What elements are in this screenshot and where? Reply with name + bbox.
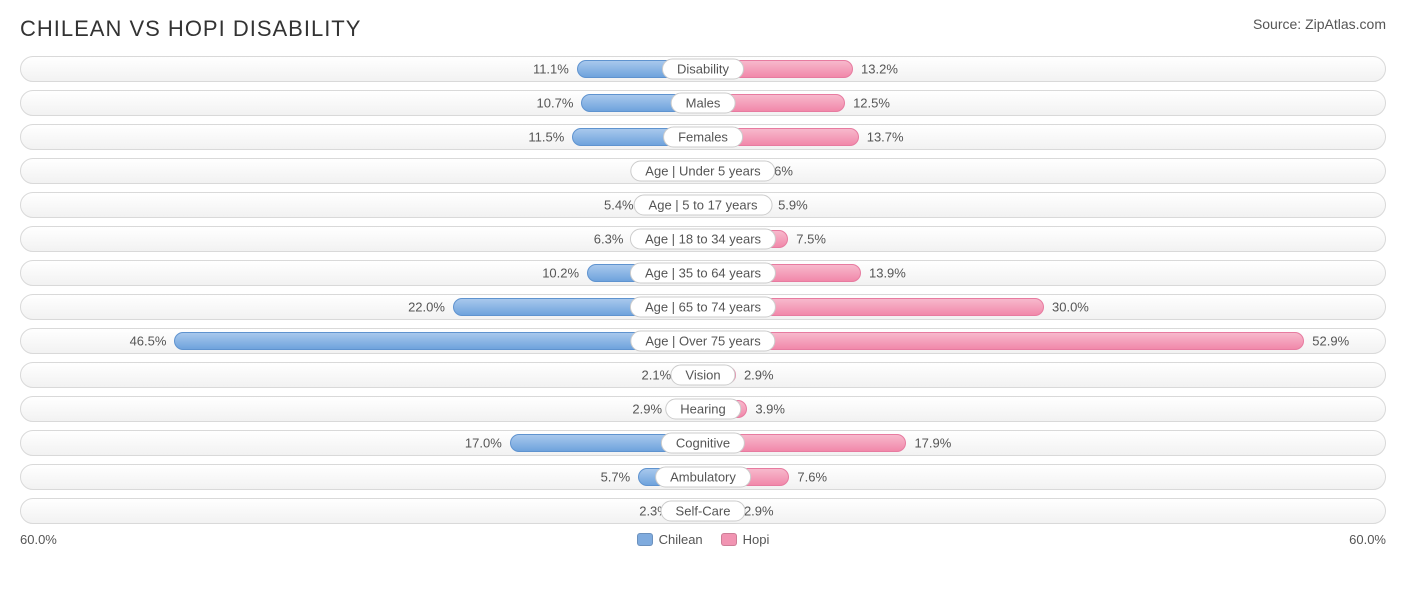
value-hopi: 5.9% [778, 198, 808, 213]
category-label: Males [671, 93, 736, 114]
chart-row: 6.3% 7.5% Age | 18 to 34 years [20, 226, 1386, 252]
value-hopi: 2.9% [744, 368, 774, 383]
category-label: Age | 35 to 64 years [630, 263, 776, 284]
category-label: Hearing [665, 399, 741, 420]
category-label: Self-Care [661, 501, 746, 522]
chart-row: 46.5% 52.9% Age | Over 75 years [20, 328, 1386, 354]
value-chilean: 11.1% [533, 62, 569, 77]
category-label: Age | Under 5 years [630, 161, 775, 182]
value-chilean: 2.1% [642, 368, 672, 383]
chart-row: 10.2% 13.9% Age | 35 to 64 years [20, 260, 1386, 286]
legend-item: Chilean [637, 532, 703, 547]
value-chilean: 46.5% [130, 334, 167, 349]
chart-row: 10.7% 12.5% Males [20, 90, 1386, 116]
axis-right-max: 60.0% [1349, 532, 1386, 547]
chart-row: 17.0% 17.9% Cognitive [20, 430, 1386, 456]
legend-item: Hopi [721, 532, 770, 547]
value-chilean: 2.9% [632, 402, 662, 417]
category-label: Disability [662, 59, 744, 80]
value-chilean: 5.7% [601, 470, 631, 485]
value-hopi: 30.0% [1052, 300, 1089, 315]
bar-hopi [703, 332, 1304, 350]
value-chilean: 5.4% [604, 198, 634, 213]
category-label: Vision [670, 365, 735, 386]
value-chilean: 17.0% [465, 436, 502, 451]
chart-title: CHILEAN VS HOPI DISABILITY [20, 16, 361, 42]
value-chilean: 10.2% [542, 266, 579, 281]
value-hopi: 7.6% [797, 470, 827, 485]
category-label: Age | 18 to 34 years [630, 229, 776, 250]
value-chilean: 11.5% [528, 130, 564, 145]
legend-label: Hopi [743, 532, 770, 547]
category-label: Age | Over 75 years [630, 331, 775, 352]
source-label: Source: ZipAtlas.com [1253, 16, 1386, 32]
chart-row: 2.1% 2.9% Vision [20, 362, 1386, 388]
axis-left-max: 60.0% [20, 532, 57, 547]
category-label: Ambulatory [655, 467, 751, 488]
value-hopi: 7.5% [796, 232, 826, 247]
legend: Chilean Hopi [637, 532, 770, 547]
legend-swatch [721, 533, 737, 546]
value-hopi: 2.9% [744, 504, 774, 519]
chart-row: 5.7% 7.6% Ambulatory [20, 464, 1386, 490]
value-hopi: 17.9% [914, 436, 951, 451]
chart-row: 11.1% 13.2% Disability [20, 56, 1386, 82]
chart-row: 22.0% 30.0% Age | 65 to 74 years [20, 294, 1386, 320]
value-hopi: 12.5% [853, 96, 890, 111]
value-chilean: 10.7% [537, 96, 574, 111]
chart-row: 11.5% 13.7% Females [20, 124, 1386, 150]
bar-chilean [174, 332, 703, 350]
value-hopi: 52.9% [1312, 334, 1349, 349]
chart-row: 1.3%4.6%Age | Under 5 years [20, 158, 1386, 184]
chart-row: 2.3%2.9%Self-Care [20, 498, 1386, 524]
value-hopi: 13.7% [867, 130, 904, 145]
value-hopi: 13.9% [869, 266, 906, 281]
chart-row: 5.4% 5.9% Age | 5 to 17 years [20, 192, 1386, 218]
category-label: Females [663, 127, 743, 148]
value-chilean: 22.0% [408, 300, 445, 315]
value-chilean: 6.3% [594, 232, 624, 247]
category-label: Age | 5 to 17 years [634, 195, 773, 216]
chart-row: 2.9% 3.9% Hearing [20, 396, 1386, 422]
value-hopi: 13.2% [861, 62, 898, 77]
category-label: Cognitive [661, 433, 745, 454]
value-hopi: 3.9% [755, 402, 785, 417]
legend-label: Chilean [659, 532, 703, 547]
category-label: Age | 65 to 74 years [630, 297, 776, 318]
legend-swatch [637, 533, 653, 546]
diverging-bar-chart: 11.1% 13.2% Disability 10.7% 12.5% Males 11.5%… [20, 56, 1386, 524]
